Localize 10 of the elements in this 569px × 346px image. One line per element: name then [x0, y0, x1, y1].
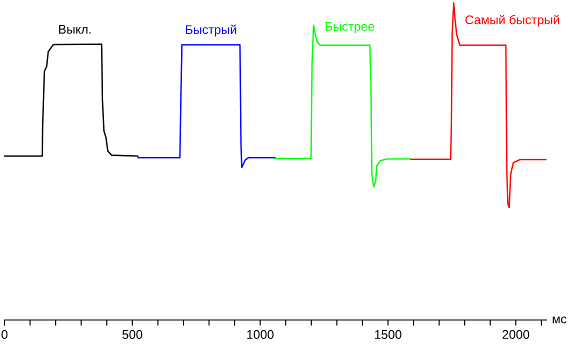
series-label: Выкл. — [59, 25, 91, 34]
series-label: Быстрее — [326, 22, 374, 34]
x-tick-label: 1000 — [247, 330, 274, 339]
x-axis-title: мс — [552, 316, 566, 324]
series-label: Самый быстрый — [465, 14, 560, 27]
x-tick-label: 500 — [122, 330, 142, 339]
x-tick-label: 2000 — [502, 330, 530, 339]
x-tick-label: 0 — [2, 330, 8, 339]
series-label: Быстрый — [186, 24, 236, 37]
x-tick-label: 1500 — [375, 330, 402, 339]
